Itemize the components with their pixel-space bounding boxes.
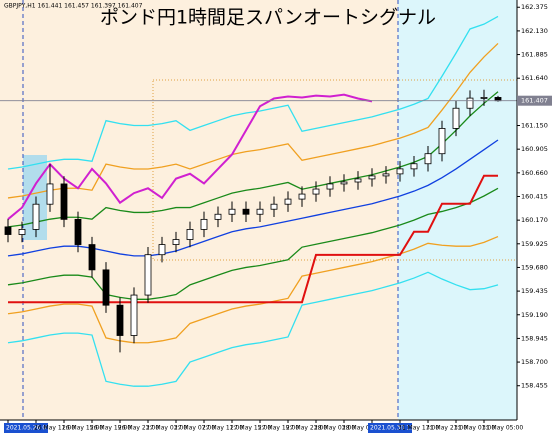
candle-body bbox=[326, 183, 334, 190]
indicator-line bbox=[7, 271, 499, 387]
y-tick-label: 159.435 bbox=[521, 287, 548, 295]
candle-body bbox=[494, 97, 502, 102]
x-tick-label: 27 May 23:00 bbox=[286, 425, 327, 432]
candle-body bbox=[410, 163, 418, 170]
x-tick-label: 31 May 05:00 bbox=[482, 425, 523, 432]
x-tick-label: 27 May 19:00 bbox=[258, 425, 299, 432]
info-text: GBPJPY,H1 161.441 161.457 161.397 161.40… bbox=[4, 3, 143, 10]
x-label-bg bbox=[368, 423, 412, 433]
x-tick-label: 27 May 15:00 bbox=[230, 425, 271, 432]
highlight-region bbox=[398, 0, 517, 420]
candle-body bbox=[102, 269, 110, 306]
candle-body bbox=[242, 208, 250, 215]
candle-body bbox=[452, 107, 460, 129]
candle-body bbox=[354, 178, 362, 183]
candle-body bbox=[130, 294, 138, 336]
candle-body bbox=[32, 203, 40, 230]
x-tick-label: 26 May 11:00 bbox=[34, 425, 75, 432]
y-tick-label: 162.375 bbox=[521, 3, 548, 11]
candle-body bbox=[284, 198, 292, 205]
candle-body bbox=[228, 208, 236, 215]
candle-body bbox=[382, 173, 390, 177]
indicator-line bbox=[8, 174, 498, 304]
candle-body bbox=[396, 168, 404, 175]
candle-body bbox=[172, 239, 180, 245]
candle-body bbox=[74, 218, 82, 245]
y-tick-label: 161.640 bbox=[521, 74, 548, 82]
x-tick-label: 28 May 03:00 bbox=[314, 425, 355, 432]
candle-body bbox=[340, 181, 348, 185]
x-tick-label: 27 May 11:00 bbox=[202, 425, 243, 432]
candle-body bbox=[438, 128, 446, 155]
candle-body bbox=[256, 208, 264, 215]
y-tick-label: 160.415 bbox=[521, 192, 548, 200]
x-tick-label: 2021.05.30 15:00 bbox=[370, 425, 424, 432]
candle-body bbox=[46, 183, 54, 205]
x-tick-label: 31 May 01:00 bbox=[454, 425, 495, 432]
plot bbox=[0, 15, 517, 387]
y-tick-label: 158.455 bbox=[521, 382, 548, 390]
candle-body bbox=[116, 304, 124, 336]
y-tick-label: 162.130 bbox=[521, 27, 548, 35]
candle-body bbox=[368, 175, 376, 180]
candle-body bbox=[466, 97, 474, 109]
indicator-line bbox=[7, 187, 499, 300]
y-tick-label: 160.905 bbox=[521, 145, 548, 153]
y-tick-label: 161.885 bbox=[521, 51, 548, 59]
indicator-line bbox=[7, 235, 499, 344]
indicator-line bbox=[7, 91, 499, 228]
x-tick-label: 27 May 07:00 bbox=[174, 425, 215, 432]
y-tick-label: 158.700 bbox=[521, 358, 548, 366]
candle-body bbox=[88, 244, 96, 271]
candle-body bbox=[480, 97, 488, 99]
candle-body bbox=[312, 188, 320, 195]
indicator-line bbox=[7, 93, 373, 220]
y-tick-label: 160.170 bbox=[521, 216, 548, 224]
x-tick-label: 26 May 19:00 bbox=[90, 425, 131, 432]
candle-body bbox=[270, 203, 278, 210]
x-tick-label: 26 May 15:00 bbox=[62, 425, 103, 432]
y-tick-label: 159.925 bbox=[521, 240, 548, 248]
candle-body bbox=[200, 218, 208, 230]
x-tick-label: 26 May 23:00 bbox=[118, 425, 159, 432]
candle-body bbox=[214, 213, 222, 220]
y-tick-label: 160.660 bbox=[521, 169, 548, 177]
indicator-line bbox=[7, 42, 499, 199]
x-tick-label: 31 May 21:00 bbox=[426, 425, 467, 432]
x-tick-label: 31 May 17:00 bbox=[398, 425, 439, 432]
last-price-label: 161.407 bbox=[521, 97, 548, 105]
x-tick-label: 28 May 07:00 bbox=[342, 425, 383, 432]
x-tick-label: 27 May 03:00 bbox=[146, 425, 187, 432]
y-axis-bg bbox=[517, 0, 552, 438]
candle-body bbox=[18, 229, 26, 235]
candle-body bbox=[60, 183, 68, 220]
candle-body bbox=[186, 229, 194, 240]
candle-body bbox=[424, 153, 432, 165]
chart-title: ポンド円1時間足スパンオートシグナル bbox=[100, 7, 436, 29]
y-tick-label: 159.680 bbox=[521, 263, 548, 271]
candle-body bbox=[158, 244, 166, 256]
x-label-bg bbox=[4, 423, 48, 433]
last-price-box bbox=[517, 95, 552, 106]
indicator-line bbox=[7, 15, 499, 170]
y-tick-label: 158.945 bbox=[521, 334, 548, 342]
candle-body bbox=[298, 193, 306, 200]
y-tick-label: 159.190 bbox=[521, 311, 548, 319]
y-tick-label: 161.150 bbox=[521, 122, 548, 130]
candle-body bbox=[4, 226, 12, 235]
x-tick-label: 2021.05.26 07:00 bbox=[6, 425, 60, 432]
candle-body bbox=[144, 254, 152, 296]
